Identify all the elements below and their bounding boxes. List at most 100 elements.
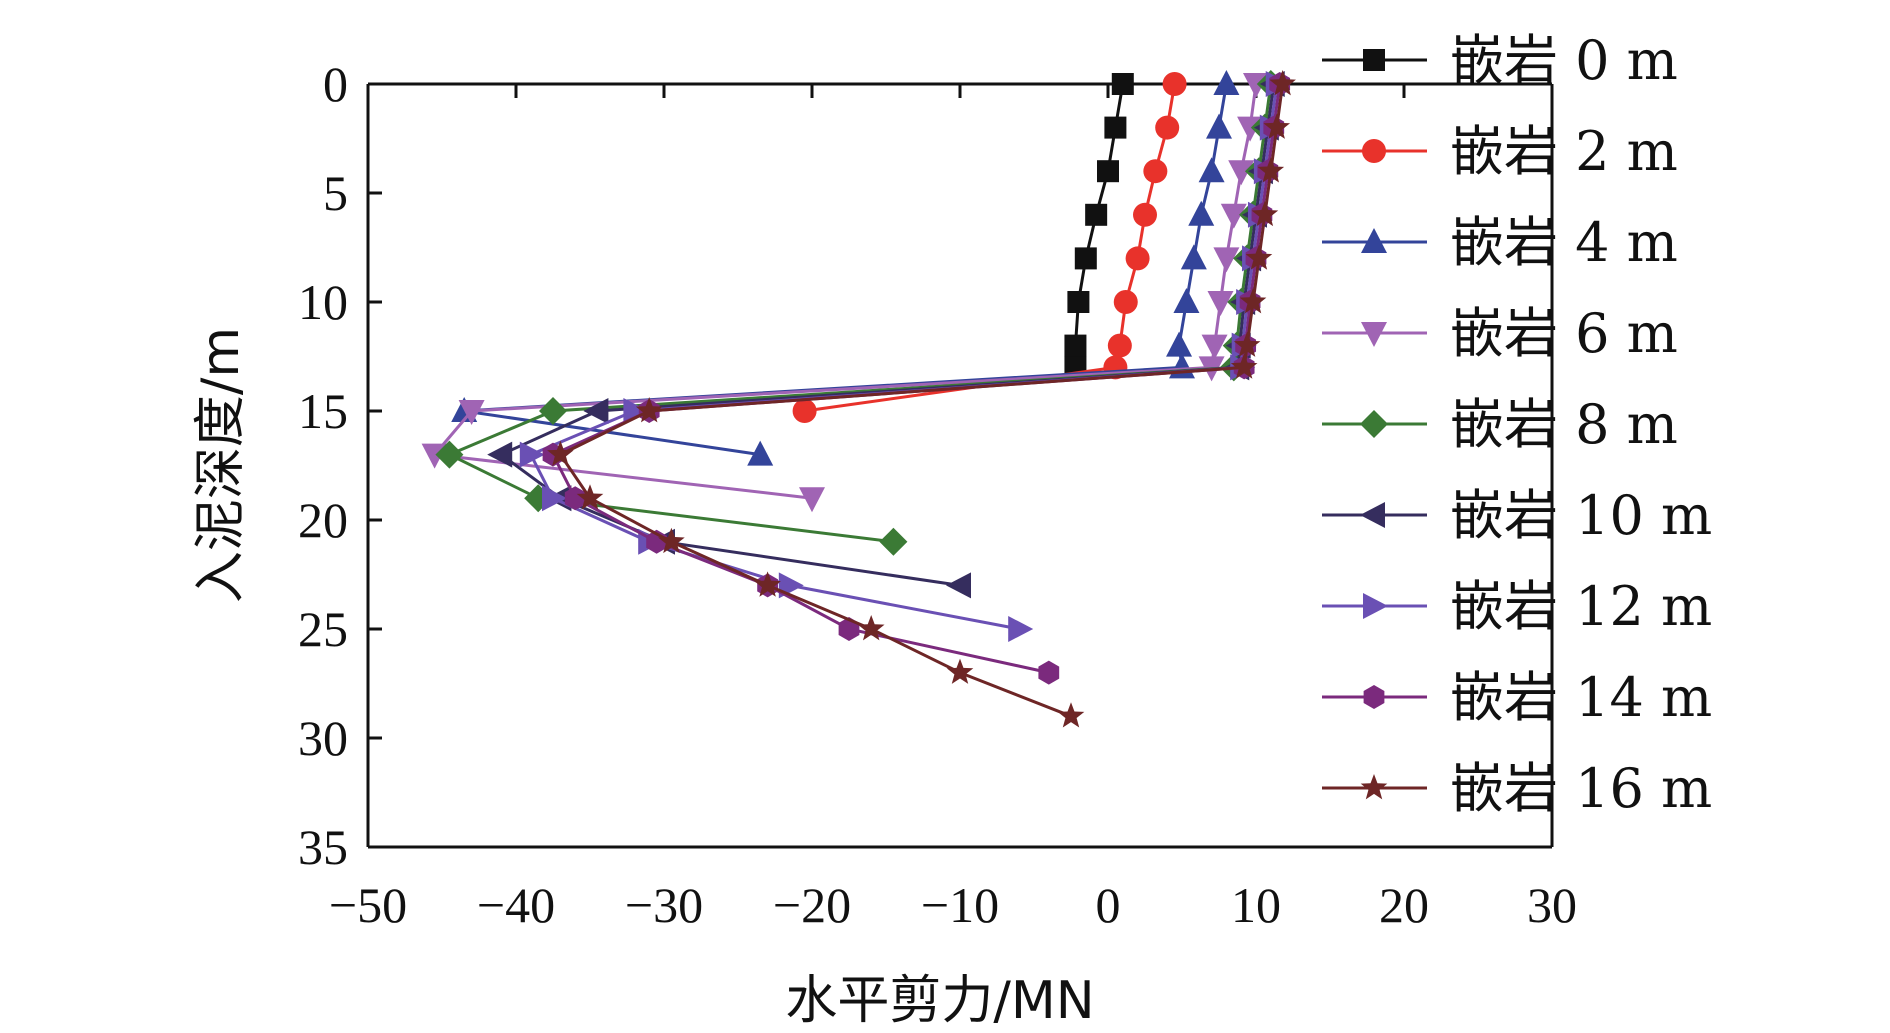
- legend-item: 嵌岩 10 m: [1322, 484, 1712, 547]
- axes: −50 −40 −30 −20 −10 0 10 20 30 0 5 10 15 20 25 30 35: [298, 56, 1577, 933]
- series-3: [421, 73, 1269, 513]
- y-tick-label: 35: [298, 819, 348, 875]
- y-tick-label: 20: [298, 492, 348, 548]
- legend-label: 嵌岩 6 m: [1450, 302, 1678, 365]
- data-point: [754, 571, 781, 597]
- data-point: [1125, 246, 1150, 271]
- y-axis-title: 入泥深度/m: [191, 327, 251, 603]
- data-point: [792, 399, 817, 423]
- legend-label: 嵌岩 10 m: [1450, 484, 1712, 547]
- legend-item: 嵌岩 4 m: [1322, 211, 1678, 274]
- data-point: [1188, 200, 1215, 226]
- data-point: [623, 398, 649, 424]
- legend-label: 嵌岩 2 m: [1450, 120, 1678, 183]
- data-point: [879, 527, 908, 556]
- data-point: [946, 572, 971, 599]
- legend-label: 嵌岩 8 m: [1450, 393, 1678, 456]
- data-point: [1239, 288, 1267, 314]
- y-tick-label: 0: [323, 56, 348, 112]
- data-point: [583, 398, 609, 424]
- data-point: [1169, 353, 1195, 379]
- legend-label: 嵌岩 12 m: [1450, 575, 1712, 638]
- data-point: [658, 527, 685, 554]
- data-point: [1220, 203, 1247, 229]
- data-point: [458, 400, 485, 425]
- data-point: [1067, 291, 1090, 313]
- data-point: [1206, 113, 1232, 139]
- legend-marker: [1363, 593, 1388, 619]
- data-point: [1245, 244, 1273, 270]
- x-tick-label: −50: [329, 877, 407, 933]
- data-point: [1198, 157, 1225, 183]
- legend-label: 嵌岩 0 m: [1450, 29, 1678, 92]
- data-point: [1064, 334, 1087, 357]
- series-line: [431, 83, 1258, 500]
- y-tick-label: 15: [298, 383, 348, 439]
- data-point: [1113, 290, 1138, 314]
- data-point: [1269, 70, 1296, 96]
- legend-marker: [1361, 322, 1387, 347]
- legend-item: 嵌岩 12 m: [1322, 575, 1712, 638]
- data-point: [635, 397, 663, 423]
- data-point: [1257, 157, 1285, 183]
- data-point: [539, 397, 567, 425]
- data-point: [1230, 353, 1258, 379]
- data-point: [1251, 200, 1279, 227]
- legend-marker: [1363, 49, 1385, 71]
- data-point: [435, 440, 464, 469]
- data-point: [1074, 247, 1097, 270]
- data-point: [487, 441, 513, 468]
- data-point: [1213, 70, 1240, 95]
- data-point: [1207, 291, 1234, 316]
- series-0: [1064, 73, 1134, 379]
- plot-area: [421, 70, 1296, 728]
- legend-item: 嵌岩 6 m: [1322, 302, 1678, 365]
- data-point: [1107, 333, 1132, 358]
- data-point: [1111, 73, 1134, 95]
- x-tick-label: −30: [625, 877, 703, 933]
- data-point: [1213, 247, 1240, 273]
- x-tick-label: −20: [773, 877, 851, 933]
- data-point: [1143, 159, 1168, 184]
- data-point: [1057, 702, 1085, 728]
- data-point: [857, 615, 885, 641]
- data-point: [547, 440, 574, 466]
- legend-item: 嵌岩 14 m: [1322, 666, 1712, 729]
- y-tick-label: 25: [298, 601, 348, 657]
- data-point: [747, 440, 774, 466]
- data-point: [1166, 331, 1193, 357]
- y-tick-label: 30: [298, 710, 348, 766]
- data-point: [564, 486, 586, 511]
- x-tick-label: 30: [1527, 877, 1577, 933]
- data-point: [1162, 72, 1187, 96]
- data-point: [1201, 334, 1228, 360]
- series-5: [487, 71, 1285, 599]
- data-point: [1263, 113, 1291, 139]
- data-point: [1008, 616, 1034, 642]
- x-tick-label: −40: [477, 877, 555, 933]
- x-tick-label: 10: [1231, 877, 1281, 933]
- x-tick-label: 0: [1096, 877, 1121, 933]
- data-point: [519, 441, 545, 468]
- data-point: [1228, 160, 1255, 186]
- legend-item: 嵌岩 16 m: [1322, 757, 1712, 820]
- legend-item: 嵌岩 0 m: [1322, 29, 1678, 92]
- legend-marker: [1362, 139, 1386, 163]
- data-point: [946, 658, 974, 684]
- data-point: [576, 484, 604, 510]
- data-point: [542, 485, 567, 512]
- y-tick-label: 5: [323, 165, 348, 221]
- series-line: [558, 83, 1285, 718]
- data-point: [1180, 244, 1207, 270]
- legend-label: 嵌岩 14 m: [1450, 666, 1712, 729]
- x-axis-title: 水平剪力/MN: [785, 971, 1094, 1031]
- data-point: [1038, 660, 1060, 685]
- series-8: [547, 70, 1296, 728]
- x-tick-label: −10: [921, 877, 999, 933]
- data-point: [1097, 160, 1119, 183]
- data-point: [1085, 203, 1108, 226]
- legend-item: 嵌岩 8 m: [1322, 393, 1678, 456]
- legend-marker: [1363, 685, 1385, 709]
- data-point: [799, 487, 825, 513]
